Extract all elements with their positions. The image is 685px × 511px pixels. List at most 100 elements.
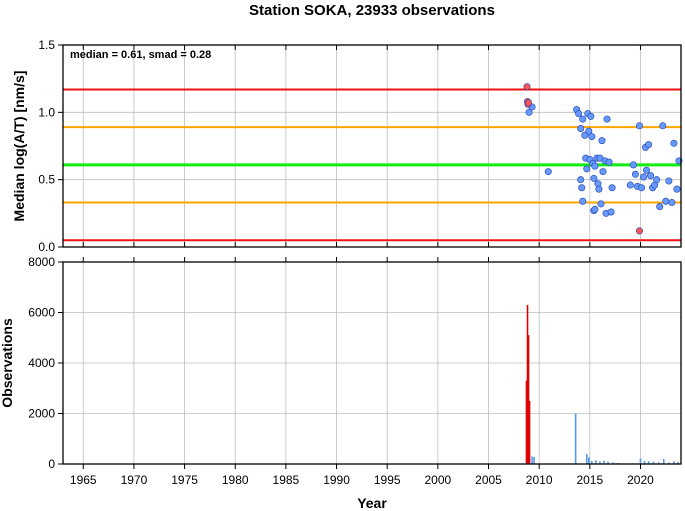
median-point-red [523,83,531,91]
observation-bar-blue [647,461,650,464]
observation-bar-red [528,400,531,464]
observation-bar-blue [603,460,605,464]
x-tick-label: 2005 [475,473,502,487]
x-tick-label: 1985 [273,473,300,487]
observation-bar-blue [585,453,588,464]
median-point-blue [631,170,639,178]
observation-bar-red [527,335,530,464]
median-point-blue [656,203,664,211]
median-y-tick-label: 0.5 [38,173,55,187]
observations-x-ticks: 1965 1970 1975 1980 1985 1990 1995 2000 2005 2010… [70,257,654,487]
median-point-blue [647,172,655,180]
x-tick-label: 1965 [70,473,97,487]
median-point-blue [575,110,583,118]
median-panel: 0.00.51.01.5 median = 0.61, smad = 0.28 … [11,38,683,254]
x-tick-label: 2010 [526,473,553,487]
x-axis-label: Year [357,495,387,511]
median-point-blue [598,137,606,145]
observation-bar-blue [607,461,609,464]
observations-y-tick-label: 4000 [28,356,55,370]
observations-y-tick-label: 2000 [28,407,55,421]
median-point-blue [587,112,595,120]
median-point-blue [629,161,637,169]
observation-bar-blue [574,413,577,464]
median-point-red [635,227,643,235]
median-point-blue [579,197,587,205]
x-tick-label: 1980 [222,473,249,487]
x-tick-label: 2020 [627,473,654,487]
observation-bar-blue [677,461,679,464]
observation-bar-blue [657,462,660,464]
median-point-blue [603,115,611,123]
x-tick-label: 2015 [576,473,603,487]
observations-y-tick-label: 6000 [28,306,55,320]
median-point-blue [595,185,603,193]
x-tick-label: 1970 [121,473,148,487]
x-tick-label: 1975 [171,473,198,487]
median-point-blue [668,199,676,207]
observation-bar-blue [612,462,614,464]
median-x-ticks [82,45,641,247]
observations-y-ticks: 0 2000 4000 6000 8000 [28,255,63,471]
median-point-blue [607,208,615,216]
median-point-blue [653,176,661,184]
observations-bars [525,304,679,464]
median-point-blue [673,185,681,193]
median-point-blue [626,181,634,189]
median-point-blue [591,205,599,213]
median-point-blue [578,184,586,192]
observation-bar-blue [591,460,593,464]
median-point-blue [544,168,552,176]
reference-lines [63,88,681,242]
observation-bar-blue [662,458,665,464]
median-point-blue [597,200,605,208]
observation-bar-blue [588,457,590,464]
median-point-blue [637,184,645,192]
median-point-red [525,99,533,107]
median-point-blue [662,197,670,205]
median-point-blue [577,176,585,184]
median-point-blue [577,124,585,132]
median-point-blue [640,173,648,181]
median-point-blue [635,122,643,130]
median-y-tick-label: 1.5 [38,38,55,52]
median-point-blue [590,174,598,182]
observation-bar-blue [668,462,670,464]
median-y-tick-label: 0.0 [38,240,55,254]
median-point-blue [591,162,599,170]
median-points [523,83,683,235]
observation-bar-blue [595,460,597,464]
observation-bar-blue [599,461,601,464]
x-tick-label: 1995 [374,473,401,487]
median-point-blue [659,122,667,130]
observation-bar-blue [652,461,655,464]
observation-bar-red [526,304,529,464]
median-y-tick-label: 1.0 [38,105,55,119]
observations-y-axis-label: Observations [0,318,15,408]
x-tick-label: 2000 [425,473,452,487]
median-plot-frame [62,44,682,248]
observations-grid [63,261,681,465]
observation-bar-blue [639,458,642,464]
median-point-blue [588,133,596,141]
median-point-blue [585,127,593,135]
median-point-blue [599,168,607,176]
observation-bar-blue [643,460,646,464]
median-point-blue [645,141,653,149]
median-point-blue [670,139,678,147]
median-point-blue [583,165,591,173]
median-point-blue [665,177,673,185]
observation-bar-blue [531,456,533,464]
median-point-blue [579,115,587,123]
observations-y-tick-label: 8000 [28,255,55,269]
median-y-ticks: 0.0 0.5 1.0 1.5 [38,38,63,254]
x-tick-label: 1990 [323,473,350,487]
median-grid [63,44,681,248]
observation-bar-blue [533,456,535,464]
median-point-blue [605,158,613,166]
median-point-blue [525,108,533,116]
median-annotation: median = 0.61, smad = 0.28 [70,49,211,61]
observation-bar-red [525,380,528,464]
